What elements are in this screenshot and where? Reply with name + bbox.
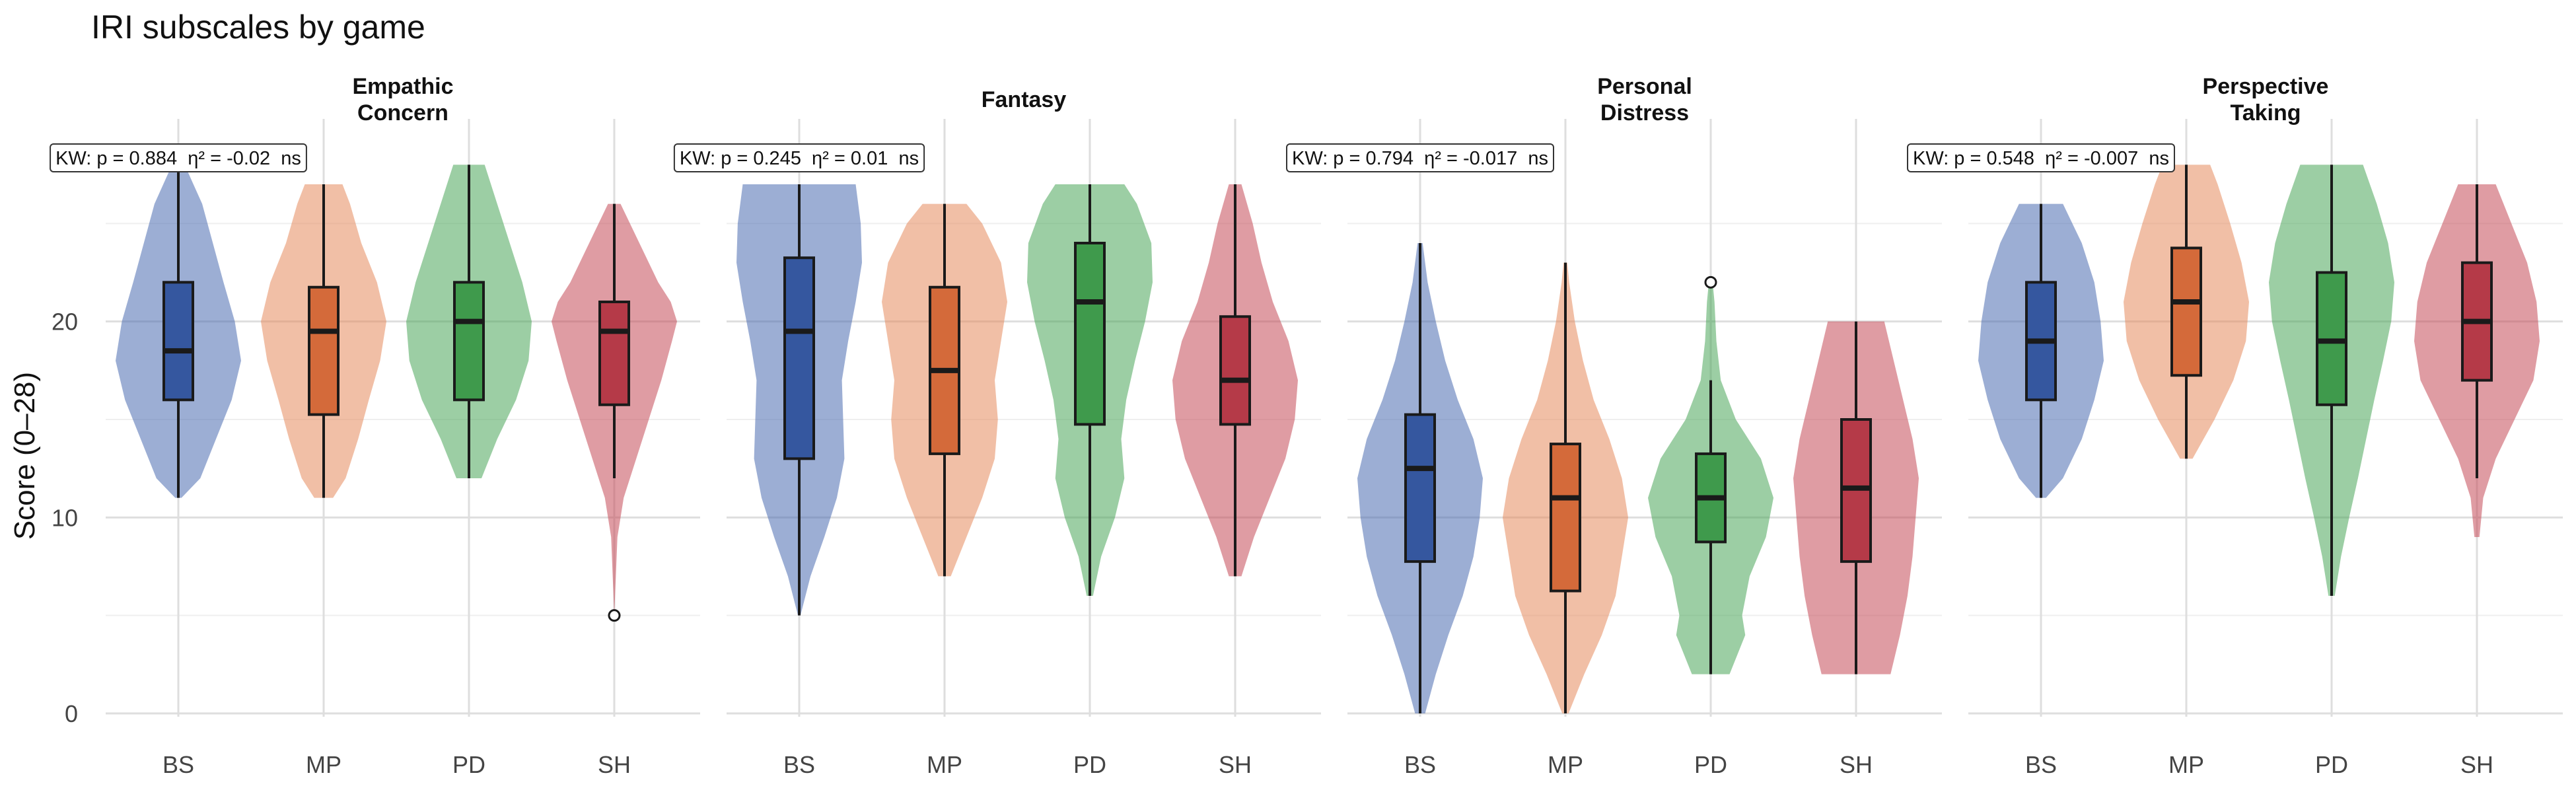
violin-group <box>116 164 241 498</box>
violin-group <box>1172 184 1298 577</box>
x-tick-label: BS <box>162 751 194 778</box>
iqr-box <box>783 256 815 460</box>
x-tick-label: SH <box>1840 751 1873 778</box>
facet-title: Empathic <box>352 74 453 99</box>
violin-group <box>2124 164 2249 459</box>
outlier-point <box>1704 275 1717 289</box>
violin-group <box>2414 184 2540 537</box>
x-tick-label: MP <box>1548 751 1583 778</box>
x-tick-label: PD <box>2315 751 2348 778</box>
x-tick-label: BS <box>2025 751 2057 778</box>
kw-annotation-text: KW: p = 0.884 η² = -0.02 ns <box>55 148 301 169</box>
facet-title: Fantasy <box>982 87 1067 112</box>
facet-title: Perspective <box>2203 74 2329 99</box>
kw-annotation: KW: p = 0.245 η² = 0.01 ns <box>673 143 925 172</box>
kw-annotation-box <box>1286 143 1554 172</box>
y-axis-label: Score (0–28) <box>9 372 41 540</box>
facet-title: Distress <box>1600 100 1689 126</box>
iqr-box <box>1074 242 1106 426</box>
iqr-box <box>162 281 194 402</box>
violin-group <box>1648 275 1773 674</box>
x-tick-label: MP <box>927 751 962 778</box>
kw-annotation-box <box>1907 143 2175 172</box>
iqr-box <box>308 285 340 416</box>
x-tick-label: SH <box>1219 751 1252 778</box>
kw-annotation-text: KW: p = 0.794 η² = -0.017 ns <box>1292 148 1548 169</box>
violin-group <box>2269 164 2394 597</box>
violin-group <box>1027 184 1153 596</box>
x-tick-label: PD <box>1694 751 1727 778</box>
x-tick-label: MP <box>2168 751 2204 778</box>
kw-annotation-box <box>50 143 307 172</box>
violin-group <box>882 203 1007 577</box>
x-tick-label: MP <box>306 751 341 778</box>
violin-group <box>1978 203 2104 498</box>
kw-annotation: KW: p = 0.548 η² = -0.007 ns <box>1907 143 2175 172</box>
iqr-box <box>1404 413 1436 563</box>
facet-title: Taking <box>2230 100 2301 126</box>
outlier-point <box>608 609 621 622</box>
kw-annotation-text: KW: p = 0.548 η² = -0.007 ns <box>1913 148 2169 169</box>
violin-group <box>736 184 862 616</box>
violin-group <box>1793 321 1919 674</box>
kw-annotation-text: KW: p = 0.245 η² = 0.01 ns <box>680 148 919 169</box>
iqr-box <box>453 281 485 402</box>
x-tick-label: PD <box>452 751 485 778</box>
kw-annotation: KW: p = 0.884 η² = -0.02 ns <box>50 143 307 172</box>
kw-annotation: KW: p = 0.794 η² = -0.017 ns <box>1286 143 1554 172</box>
iqr-box <box>1219 315 1251 426</box>
x-tick-label: BS <box>783 751 815 778</box>
violin-group <box>406 164 532 479</box>
x-tick-label: BS <box>1404 751 1436 778</box>
y-tick-label: 10 <box>52 504 78 531</box>
y-tick-label: 0 <box>65 700 78 727</box>
facet-title: Personal <box>1597 74 1692 99</box>
violin-group <box>261 184 386 498</box>
x-tick-label: SH <box>598 751 631 778</box>
iqr-box <box>598 301 630 406</box>
x-tick-label: SH <box>2460 751 2493 778</box>
violin-group <box>552 203 677 622</box>
x-tick-label: PD <box>1073 751 1106 778</box>
kw-annotation-box <box>673 143 925 172</box>
iqr-box <box>2170 246 2202 377</box>
violin-group <box>1357 243 1483 713</box>
facet-title: Concern <box>357 100 448 126</box>
violin-group <box>1503 262 1628 714</box>
facet-panel: Fantasy BS MP PD SH KW: p = 0.245 η² = 0.01 n… <box>673 87 1321 778</box>
iqr-box <box>1550 443 1581 593</box>
chart-title: IRI subscales by game <box>91 9 425 46</box>
y-tick-label: 20 <box>52 308 78 336</box>
